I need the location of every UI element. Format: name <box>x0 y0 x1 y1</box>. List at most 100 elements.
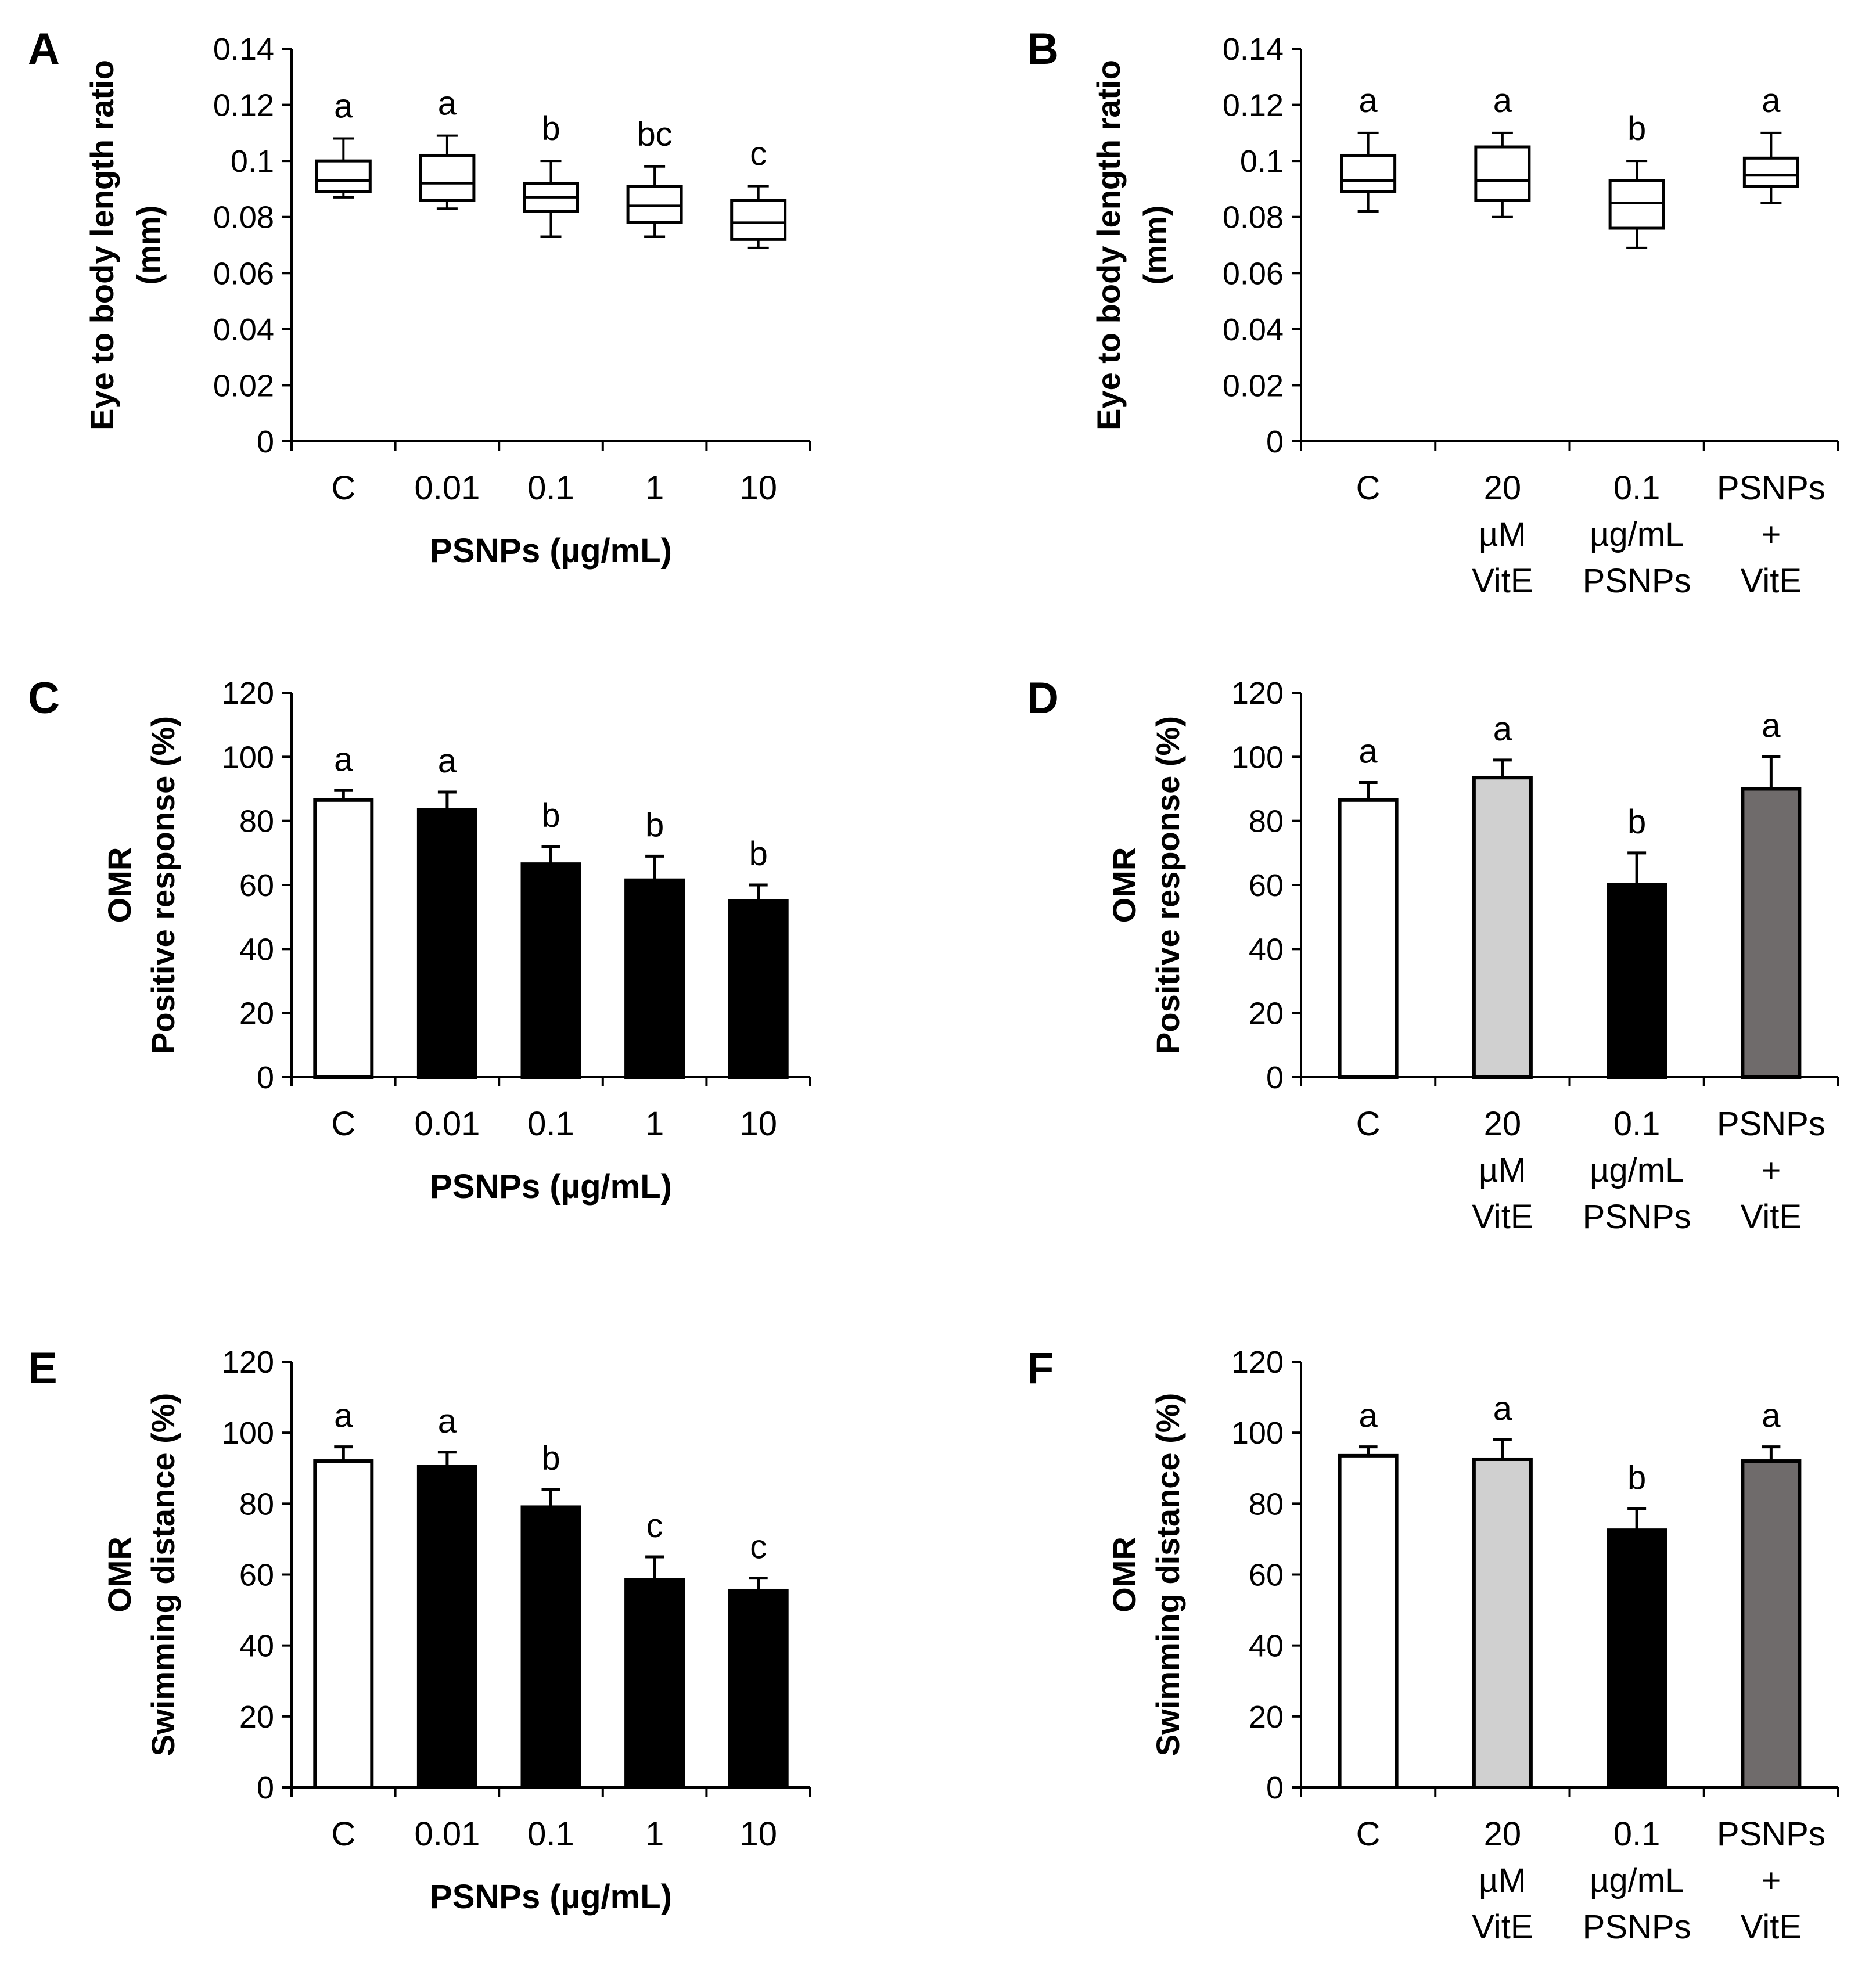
y-tick-label: 0 <box>257 424 274 459</box>
chart-panel-a: A 0 0.02 0.04 0.06 0.08 0.1 0.12 0.14 C 0.01 0.1 1 10… <box>28 24 811 570</box>
panel-label: C <box>28 674 60 723</box>
y-tick-label: 120 <box>1231 1345 1284 1380</box>
y-axis-title: Eye to body length ratio <box>1090 60 1127 430</box>
y-tick-label: 0.08 <box>213 200 274 235</box>
y-tick-label: 120 <box>222 1345 274 1380</box>
y-axis-title: OMR <box>1106 1537 1142 1613</box>
y-tick-label: 40 <box>1249 932 1284 967</box>
y-tick-label: 0 <box>1266 424 1284 459</box>
y-tick-label: 20 <box>239 996 274 1031</box>
x-tick-label: C <box>1356 1815 1381 1853</box>
bar <box>1472 1457 1533 1790</box>
y-tick-label: 0.08 <box>1223 200 1284 235</box>
x-tick-label: C <box>331 1105 355 1143</box>
x-tick-label: 10 <box>739 469 777 507</box>
bar <box>416 1465 477 1789</box>
bar <box>1741 1459 1802 1790</box>
chart-panel-b: B 0 0.02 0.04 0.06 0.08 0.1 0.12 0.14 C 20 µM VitE 0.… <box>1027 24 1839 600</box>
x-tick-label: 0.01 <box>414 469 480 507</box>
y-tick-label: 0 <box>1266 1060 1284 1095</box>
y-tick-label: 0.06 <box>1223 256 1284 291</box>
y-tick-label: 80 <box>239 1487 274 1521</box>
y-axis-title: OMR <box>101 1537 138 1613</box>
y-tick-label: 60 <box>239 868 274 903</box>
box-iqr <box>730 199 787 241</box>
significance-letter: b <box>541 110 560 147</box>
y-tick-label: 120 <box>222 676 274 711</box>
box-iqr <box>419 153 476 202</box>
x-tick-label: 20 µM VitE <box>1472 1105 1533 1236</box>
chart-panel-e: E 0 20 40 60 80 100 120 C 0.01 0.1 1 10 PSNPs (µg/mL)… <box>28 1344 811 1916</box>
x-tick-label: C <box>331 469 355 507</box>
bar <box>1607 1528 1667 1789</box>
y-tick-label: 100 <box>222 740 274 775</box>
bar <box>728 899 789 1080</box>
y-tick-label: 0.12 <box>1223 88 1284 123</box>
significance-letter: b <box>1627 110 1646 147</box>
bar <box>728 1588 789 1790</box>
panel-label: F <box>1027 1344 1054 1393</box>
box-iqr <box>1340 153 1397 193</box>
x-axis-title: PSNPs (µg/mL) <box>430 1878 672 1916</box>
y-tick-label: 0 <box>257 1771 274 1805</box>
significance-letter: c <box>750 1528 767 1566</box>
significance-letter: b <box>541 1440 560 1477</box>
y-tick-label: 80 <box>239 804 274 839</box>
box-iqr <box>1474 145 1531 202</box>
significance-letter: c <box>646 1507 663 1545</box>
significance-letter: a <box>438 85 457 123</box>
y-axis-title: Swimming distance (%) <box>145 1393 181 1756</box>
y-tick-label: 0.04 <box>1223 312 1284 347</box>
x-tick-label: 0.1 µg/mL PSNPs <box>1583 469 1691 600</box>
panel-label: E <box>28 1344 57 1393</box>
x-tick-label: 10 <box>739 1815 777 1853</box>
bar <box>313 798 374 1080</box>
box-iqr <box>626 185 683 224</box>
significance-letter: a <box>438 742 457 780</box>
panel-label: D <box>1027 674 1059 723</box>
x-axis-title: PSNPs (µg/mL) <box>430 1168 672 1206</box>
significance-letter: a <box>1762 1397 1781 1435</box>
x-tick-label: PSNPs + VitE <box>1717 1815 1825 1946</box>
significance-letter: a <box>334 1397 353 1435</box>
significance-letter: bc <box>637 116 672 153</box>
y-tick-label: 0.1 <box>231 144 274 179</box>
bar <box>1607 883 1667 1079</box>
y-axis-title: Swimming distance (%) <box>1149 1393 1186 1756</box>
x-tick-label: 0.01 <box>414 1815 480 1853</box>
y-tick-label: 60 <box>1249 1558 1284 1593</box>
bar <box>624 878 685 1079</box>
y-axis-title: OMR <box>1106 847 1142 923</box>
x-tick-label: 0.01 <box>414 1105 480 1143</box>
x-tick-label: 0.1 µg/mL PSNPs <box>1583 1105 1691 1236</box>
x-tick-label: 0.1 <box>527 469 574 507</box>
significance-letter: b <box>645 806 664 844</box>
box-iqr <box>1608 179 1665 230</box>
x-tick-label: PSNPs + VitE <box>1717 469 1825 600</box>
y-tick-label: 100 <box>1231 740 1284 775</box>
significance-letter: a <box>1359 732 1378 770</box>
bar <box>1338 798 1399 1080</box>
x-tick-label: 1 <box>645 1815 664 1853</box>
y-tick-label: 20 <box>1249 1700 1284 1735</box>
y-axis-title: (mm) <box>1137 206 1173 285</box>
y-tick-label: 0.06 <box>213 256 274 291</box>
x-tick-label: 1 <box>645 1105 664 1143</box>
bar <box>416 808 477 1079</box>
x-tick-label: C <box>331 1815 355 1853</box>
y-tick-label: 20 <box>1249 996 1284 1031</box>
y-tick-label: 80 <box>1249 804 1284 839</box>
x-tick-label: 10 <box>739 1105 777 1143</box>
significance-letter: a <box>334 740 353 778</box>
x-tick-label: 20 µM VitE <box>1472 469 1533 600</box>
significance-letter: a <box>334 88 353 125</box>
chart-panel-d: D 0 20 40 60 80 100 120 C 20 µM VitE 0.1 µg/mL PSNPsPS… <box>1027 674 1839 1236</box>
significance-letter: a <box>438 1402 457 1440</box>
box-iqr <box>315 159 372 193</box>
significance-letter: a <box>1493 710 1512 748</box>
panel-label: B <box>1027 24 1059 74</box>
x-tick-label: 0.1 <box>527 1105 574 1143</box>
y-axis-title: Positive response (%) <box>145 716 181 1054</box>
x-tick-label: C <box>1356 1105 1381 1143</box>
y-tick-label: 0.14 <box>213 32 274 67</box>
